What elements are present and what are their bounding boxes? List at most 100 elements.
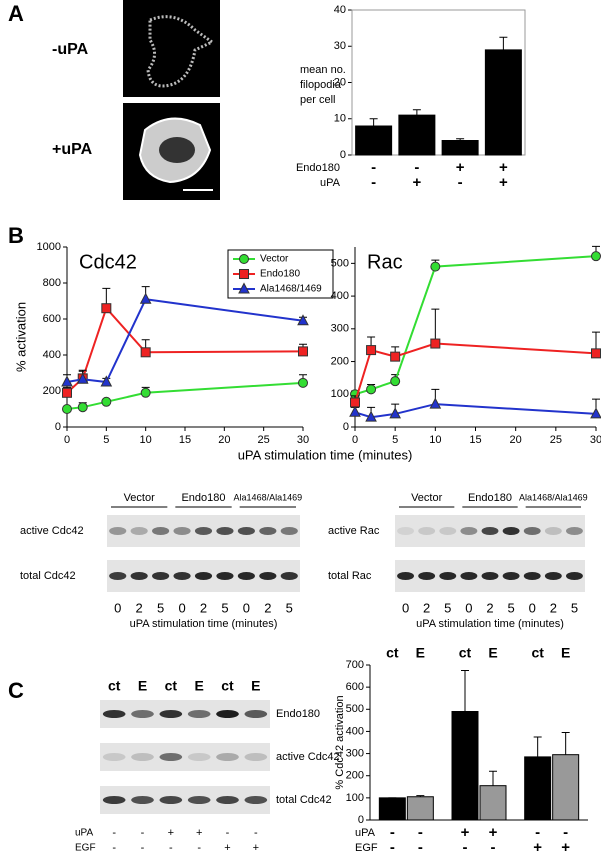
condition-name: EGF <box>355 842 378 853</box>
category-label: ct <box>386 645 399 661</box>
condition-sign: + <box>196 827 202 839</box>
condition-name: EGF <box>75 843 96 853</box>
error-bar <box>416 795 425 797</box>
condition-name: uPA <box>355 827 376 839</box>
blot-band <box>502 527 520 535</box>
y-tick-label: 600 <box>43 313 61 325</box>
lane-label: 5 <box>507 600 514 615</box>
blot-band <box>109 527 127 535</box>
panel-label: B <box>8 223 24 248</box>
chart-title: Rac <box>367 251 403 273</box>
marker <box>239 269 249 279</box>
x-tick-label: 20 <box>218 434 230 446</box>
blot-row-label: Endo180 <box>276 708 320 720</box>
chart-title: Cdc42 <box>79 251 137 273</box>
condition-sign: - <box>535 824 540 841</box>
legend-label: Endo180 <box>260 269 300 280</box>
blot-band <box>173 572 191 580</box>
y-tick-label: 1000 <box>37 241 61 253</box>
marker <box>365 410 377 422</box>
x-tick-label: 30 <box>297 434 309 446</box>
marker <box>76 372 89 384</box>
blot-band <box>397 527 414 535</box>
blot-band <box>481 572 499 580</box>
blot-header: ct <box>108 678 121 694</box>
lane-label: 5 <box>221 600 228 615</box>
image-label: -uPA <box>52 41 89 58</box>
blot-header: Ala1468/Ala1469 <box>234 492 303 502</box>
bar <box>355 125 393 156</box>
blot-xlabel: uPA stimulation time (minutes) <box>416 618 564 630</box>
condition-sign: - <box>112 827 116 839</box>
marker <box>590 407 601 419</box>
panel-label: C <box>8 678 24 703</box>
condition-sign: - <box>226 827 230 839</box>
series-line <box>66 381 304 410</box>
x-tick-label: 15 <box>179 434 191 446</box>
blot-band <box>259 527 277 535</box>
blot-row-label: active Cdc42 <box>276 751 340 763</box>
blot-band <box>237 527 255 535</box>
marker <box>77 402 88 413</box>
bar <box>479 785 507 821</box>
marker <box>61 375 73 387</box>
blot-band <box>216 572 234 580</box>
condition-sign: - <box>254 827 258 839</box>
blot-band <box>237 572 255 580</box>
condition-sign: - <box>390 839 395 853</box>
nucleus <box>159 137 195 163</box>
blot-band <box>397 572 414 580</box>
condition-sign: - <box>169 842 173 853</box>
x-tick-label: 0 <box>352 434 358 446</box>
condition-sign: + <box>533 839 542 853</box>
image-label: +uPA <box>52 141 93 158</box>
x-tick-label: 0 <box>64 434 70 446</box>
condition-sign: + <box>489 824 498 841</box>
y-tick-label: 400 <box>331 290 349 302</box>
blot-band <box>216 710 239 718</box>
y-axis-label: % activation <box>13 302 28 372</box>
lane-label: 0 <box>114 600 121 615</box>
condition-sign: - <box>458 174 463 191</box>
bar <box>524 756 552 821</box>
blot-band <box>460 527 478 535</box>
blot-row-label: total Cdc42 <box>20 570 76 582</box>
blot-band <box>523 527 541 535</box>
y-tick-label: 300 <box>346 747 364 759</box>
plot-frame <box>351 9 526 156</box>
blot-band <box>280 572 298 580</box>
marker <box>62 404 72 414</box>
condition-sign: - <box>371 174 376 191</box>
blot-band <box>216 753 239 761</box>
blot-header: Endo180 <box>181 492 225 504</box>
marker <box>140 347 151 358</box>
bar <box>378 797 406 821</box>
blot-band <box>460 572 478 580</box>
blot-band <box>481 527 499 535</box>
y-tick-label: 800 <box>43 277 61 289</box>
blot-band <box>109 572 127 580</box>
blot-strip <box>100 743 270 771</box>
x-tick-label: 20 <box>510 434 522 446</box>
marker <box>430 338 441 349</box>
lane-label: 2 <box>550 600 557 615</box>
error-bar <box>431 308 440 344</box>
y-axis-label: filopodia <box>300 79 342 91</box>
marker <box>390 351 401 362</box>
blot-header: E <box>251 678 260 694</box>
condition-sign: - <box>414 159 419 176</box>
marker <box>139 292 152 304</box>
blot-band <box>216 796 239 804</box>
x-tick-label: 30 <box>590 434 601 446</box>
condition-sign: + <box>224 842 230 853</box>
condition-sign: + <box>461 824 470 841</box>
marker <box>350 397 360 408</box>
x-tick-label: 25 <box>258 434 270 446</box>
cell-outline <box>146 15 215 88</box>
condition-sign: - <box>371 159 376 176</box>
category-label: ct <box>531 645 544 661</box>
blot-band <box>244 710 268 718</box>
condition-sign: + <box>561 839 570 853</box>
category-label: E <box>561 645 570 661</box>
y-axis-label: mean no. <box>300 64 346 76</box>
